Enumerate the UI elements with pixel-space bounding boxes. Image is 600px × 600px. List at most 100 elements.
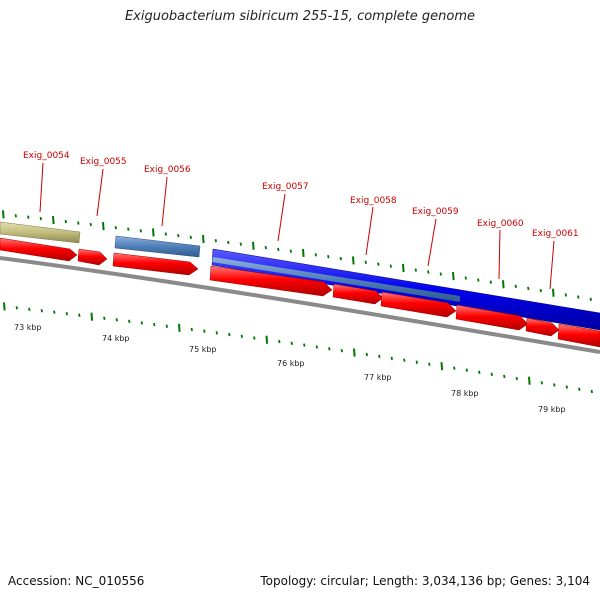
kbp-tick-3 bbox=[40, 309, 43, 313]
kbp-tick-23 bbox=[290, 341, 293, 345]
kbp-tick-13 bbox=[165, 324, 168, 328]
outer-tick-29 bbox=[364, 260, 367, 264]
kbp-tick-42 bbox=[528, 376, 531, 385]
kbp-tick-36 bbox=[453, 366, 456, 370]
accession-text: Accession: NC_010556 bbox=[8, 574, 145, 588]
kbp-tick-45 bbox=[565, 385, 568, 389]
outer-tick-16 bbox=[202, 234, 205, 244]
outer-tick-22 bbox=[277, 247, 280, 252]
gene-bar-exig-0054 bbox=[0, 221, 81, 244]
kbp-tick-43 bbox=[540, 381, 543, 385]
outer-tick-36 bbox=[452, 271, 455, 281]
kbp-label-78: 78 kbp bbox=[451, 389, 479, 398]
outer-tick-15 bbox=[189, 235, 192, 240]
kbp-tick-15 bbox=[190, 327, 193, 332]
outer-tick-42 bbox=[527, 286, 530, 291]
kbp-tick-20 bbox=[253, 336, 256, 340]
kbp-tick-10 bbox=[128, 319, 131, 324]
kbp-tick-17 bbox=[215, 331, 218, 335]
outer-tick-5 bbox=[64, 219, 67, 224]
gene-label-exig-0058: Exig_0058 bbox=[350, 196, 397, 206]
outer-tick-44 bbox=[552, 288, 555, 297]
outer-tick-10 bbox=[127, 227, 130, 231]
outer-tick-row bbox=[2, 210, 592, 301]
kbp-tick-8 bbox=[103, 316, 106, 320]
outer-tick-1 bbox=[14, 214, 17, 218]
kbp-tick-41 bbox=[515, 376, 518, 381]
outer-tick-41 bbox=[514, 284, 517, 289]
kbp-tick-29 bbox=[365, 352, 368, 357]
outer-tick-47 bbox=[589, 297, 592, 301]
outer-tick-26 bbox=[327, 254, 330, 259]
kbp-tick-12 bbox=[153, 322, 156, 327]
kbp-tick-1 bbox=[15, 306, 18, 310]
outer-tick-18 bbox=[227, 240, 230, 245]
kbp-tick-14 bbox=[178, 323, 181, 332]
gene-label-leaders bbox=[39, 162, 555, 290]
cds-arrow-exig-0057 bbox=[209, 265, 333, 297]
outer-tick-30 bbox=[377, 262, 380, 266]
kbp-tick-38 bbox=[478, 370, 481, 374]
cds-arrow-exig-0055 bbox=[77, 248, 108, 266]
outer-tick-13 bbox=[164, 232, 167, 236]
kbp-tick-18 bbox=[228, 332, 231, 337]
outer-tick-35 bbox=[439, 272, 442, 276]
cds-arrow-exig-0058 bbox=[332, 283, 384, 305]
outer-tick-20 bbox=[252, 241, 255, 250]
outer-tick-28 bbox=[352, 256, 355, 265]
kbp-tick-row bbox=[3, 302, 593, 394]
outer-tick-6 bbox=[77, 221, 80, 225]
kbp-tick-46 bbox=[578, 387, 581, 391]
kbp-tick-4 bbox=[53, 310, 56, 314]
gene-label-exig-0055: Exig_0055 bbox=[80, 157, 127, 167]
gene-label-exig-0061: Exig_0061 bbox=[532, 229, 579, 239]
kbp-tick-25 bbox=[315, 345, 318, 349]
cds-arrow-exig-0061b bbox=[557, 323, 600, 348]
outer-tick-40 bbox=[502, 280, 505, 289]
kbp-tick-40 bbox=[503, 374, 506, 379]
kbp-tick-0 bbox=[3, 302, 6, 311]
outer-tick-8 bbox=[102, 222, 105, 231]
kbp-tick-33 bbox=[415, 360, 418, 364]
cds-arrow-exig-0060 bbox=[455, 304, 529, 331]
gene-label-exig-0059: Exig_0059 bbox=[412, 207, 459, 217]
kbp-tick-5 bbox=[65, 312, 68, 316]
kbp-tick-34 bbox=[428, 362, 431, 366]
outer-tick-31 bbox=[389, 264, 392, 268]
kbp-tick-35 bbox=[440, 362, 444, 371]
outer-tick-45 bbox=[564, 293, 567, 297]
outer-tick-4 bbox=[52, 216, 55, 225]
kbp-label-73: 73 kbp bbox=[14, 323, 42, 332]
outer-tick-33 bbox=[414, 268, 417, 272]
cds-arrow-exig-0054 bbox=[0, 237, 78, 262]
kbp-tick-6 bbox=[78, 313, 81, 317]
outer-tick-7 bbox=[89, 222, 92, 227]
outer-tick-14 bbox=[177, 234, 180, 238]
outer-tick-21 bbox=[264, 245, 267, 250]
gene-bar-exig-0056 bbox=[114, 235, 201, 258]
outer-tick-34 bbox=[427, 270, 430, 274]
gene-bar-exig-0058 bbox=[212, 257, 460, 302]
outer-tick-46 bbox=[577, 295, 580, 299]
kbp-tick-30 bbox=[378, 354, 381, 359]
cds-arrow-exig-0059 bbox=[380, 291, 457, 318]
kbp-tick-32 bbox=[403, 358, 406, 362]
kbp-tick-31 bbox=[390, 356, 393, 360]
genome-backbone bbox=[0, 256, 600, 354]
outer-tick-43 bbox=[539, 288, 542, 293]
outer-tick-9 bbox=[114, 225, 117, 230]
kbp-label-74: 74 kbp bbox=[102, 334, 130, 343]
kbp-tick-37 bbox=[465, 368, 468, 372]
outer-tick-24 bbox=[302, 248, 305, 258]
gene-label-exig-0056: Exig_0056 bbox=[144, 165, 191, 175]
outer-tick-11 bbox=[139, 229, 142, 233]
kbp-label-75: 75 kbp bbox=[189, 345, 217, 354]
cds-arrow-exig-0056 bbox=[112, 252, 199, 276]
outer-tick-12 bbox=[152, 228, 155, 237]
kbp-tick-22 bbox=[278, 339, 281, 344]
outer-tick-0 bbox=[2, 210, 5, 219]
outer-tick-27 bbox=[339, 256, 342, 261]
gene-label-exig-0057: Exig_0057 bbox=[262, 182, 309, 192]
kbp-tick-11 bbox=[140, 321, 143, 325]
kbp-tick-16 bbox=[203, 329, 206, 333]
